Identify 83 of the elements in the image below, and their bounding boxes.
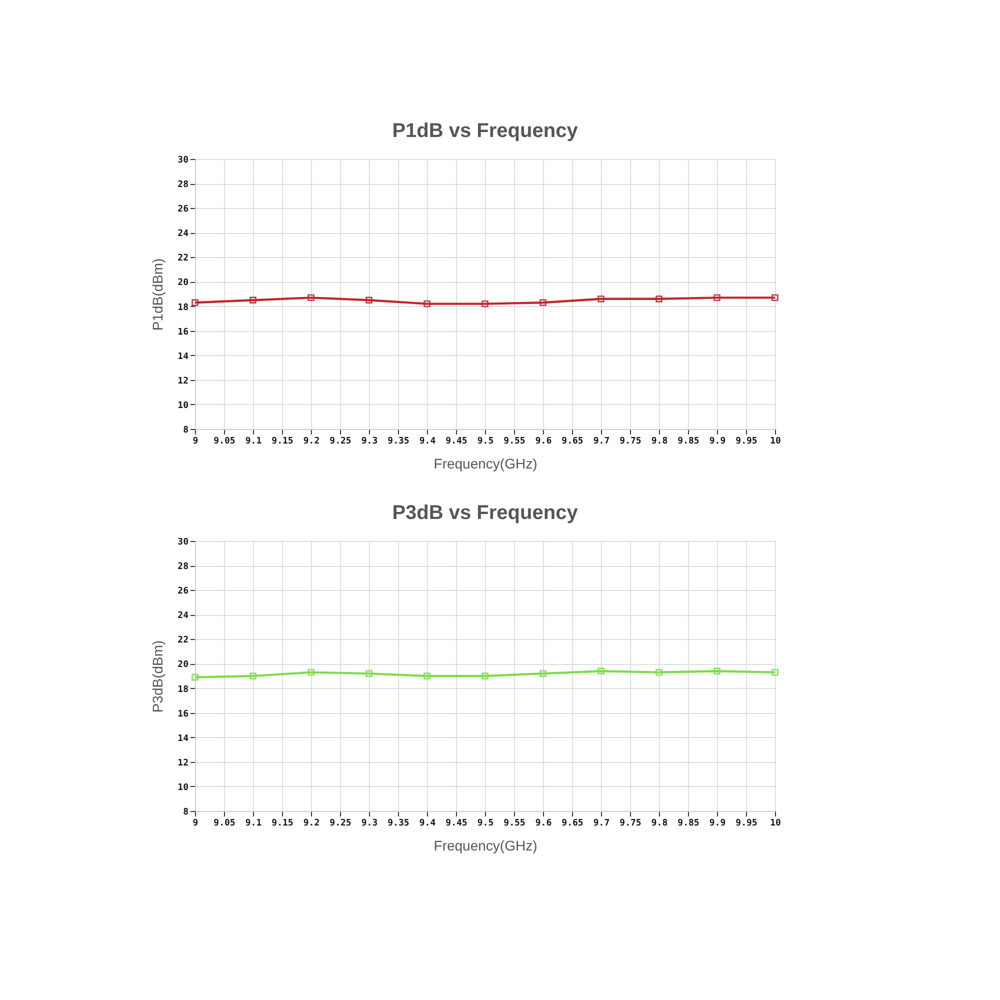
point xyxy=(366,670,372,677)
y-tick-label: 24 xyxy=(178,229,190,240)
x-tick-label: 9.1 xyxy=(245,818,262,828)
x-tick-label: 9.15 xyxy=(272,818,294,828)
y-tick-label: 30 xyxy=(178,156,188,166)
x-tick-label: 9.8 xyxy=(651,436,668,446)
x-tick-label: 9.65 xyxy=(562,818,584,828)
y-tick-label: 16 xyxy=(178,709,188,720)
x-tick-label: 9 xyxy=(192,436,198,446)
y-tick-label: 12 xyxy=(178,376,188,386)
x-tick-label: 9.15 xyxy=(272,436,294,446)
x-tick-label: 9.05 xyxy=(214,818,236,828)
y-tick-label: 28 xyxy=(178,562,188,572)
x-tick-label: 9.9 xyxy=(709,818,726,828)
y-tick-label: 8 xyxy=(183,808,188,818)
y-axis-title: P1dB(dBm) xyxy=(150,258,166,331)
point xyxy=(192,674,198,681)
y-axis-title: P3dB(dBm) xyxy=(150,640,166,713)
x-tick-label: 9.4 xyxy=(419,436,436,446)
x-tick-label: 9.65 xyxy=(562,436,584,446)
y-tick-label: 30 xyxy=(178,538,188,548)
y-tick-label: 22 xyxy=(178,636,188,646)
chart-title: P1dB vs Frequency xyxy=(392,120,579,142)
x-tick-label: 9.7 xyxy=(593,818,610,828)
x-tick-label: 9.2 xyxy=(303,818,320,828)
x-tick-label: 9 xyxy=(192,818,198,828)
x-tick-label: 9.3 xyxy=(361,818,378,828)
y-tick-label: 24 xyxy=(178,611,190,622)
point xyxy=(482,672,488,680)
x-tick-label: 9.4 xyxy=(419,818,436,828)
point xyxy=(540,670,546,677)
x-tick-label: 9.2 xyxy=(303,436,320,446)
point xyxy=(598,668,604,674)
y-tick-label: 16 xyxy=(178,327,188,338)
y-tick-label: 10 xyxy=(178,400,188,411)
x-tick-label: 9.95 xyxy=(736,818,758,828)
point xyxy=(250,672,256,680)
x-tick-label: 9.8 xyxy=(651,818,668,828)
x-tick-label: 9.35 xyxy=(388,436,410,446)
y-tick-label: 8 xyxy=(183,426,188,436)
x-tick-label: 9.6 xyxy=(535,818,552,828)
y-tick-label: 18 xyxy=(178,684,188,695)
x-tick-label: 10 xyxy=(770,818,781,828)
y-tick-label: 12 xyxy=(178,758,188,768)
x-tick-label: 9.05 xyxy=(214,436,236,446)
x-tick-label: 9.55 xyxy=(504,818,526,828)
chart-title: P3dB vs Frequency xyxy=(392,502,579,524)
y-tick-label: 22 xyxy=(178,254,188,264)
point xyxy=(772,668,778,676)
x-tick-label: 9.3 xyxy=(361,436,378,446)
x-tick-label: 9.85 xyxy=(678,436,700,446)
x-tick-label: 9.1 xyxy=(245,436,262,446)
x-axis-title: Frequency(GHz) xyxy=(434,456,538,472)
y-tick-label: 14 xyxy=(178,734,190,744)
x-tick-label: 9.35 xyxy=(388,818,410,828)
x-tick-label: 9.7 xyxy=(593,436,610,446)
x-tick-label: 9.5 xyxy=(477,436,494,446)
x-tick-label: 9.25 xyxy=(330,436,352,446)
x-tick-label: 10 xyxy=(770,436,781,446)
y-tick-label: 26 xyxy=(178,204,188,215)
point xyxy=(308,668,314,676)
y-tick-label: 18 xyxy=(178,302,188,313)
x-tick-label: 9.6 xyxy=(535,436,552,446)
x-tick-label: 9.25 xyxy=(330,818,352,828)
y-tick-label: 20 xyxy=(178,660,188,670)
point xyxy=(714,668,720,674)
x-tick-label: 9.55 xyxy=(504,436,526,446)
y-tick-label: 20 xyxy=(178,278,188,288)
x-tick-label: 9.45 xyxy=(446,436,468,446)
x-tick-label: 9.85 xyxy=(678,818,700,828)
x-tick-label: 9.45 xyxy=(446,818,468,828)
x-tick-label: 9.9 xyxy=(709,436,726,446)
y-tick-label: 10 xyxy=(178,782,188,793)
y-tick-label: 14 xyxy=(178,352,190,362)
x-tick-label: 9.75 xyxy=(620,436,642,446)
y-tick-label: 28 xyxy=(178,180,188,190)
x-tick-label: 9.75 xyxy=(620,818,642,828)
point xyxy=(424,672,430,680)
x-tick-label: 9.95 xyxy=(736,436,758,446)
x-tick-label: 9.5 xyxy=(477,818,494,828)
y-tick-label: 26 xyxy=(178,586,188,597)
x-axis-title: Frequency(GHz) xyxy=(434,838,538,854)
point xyxy=(656,668,662,676)
